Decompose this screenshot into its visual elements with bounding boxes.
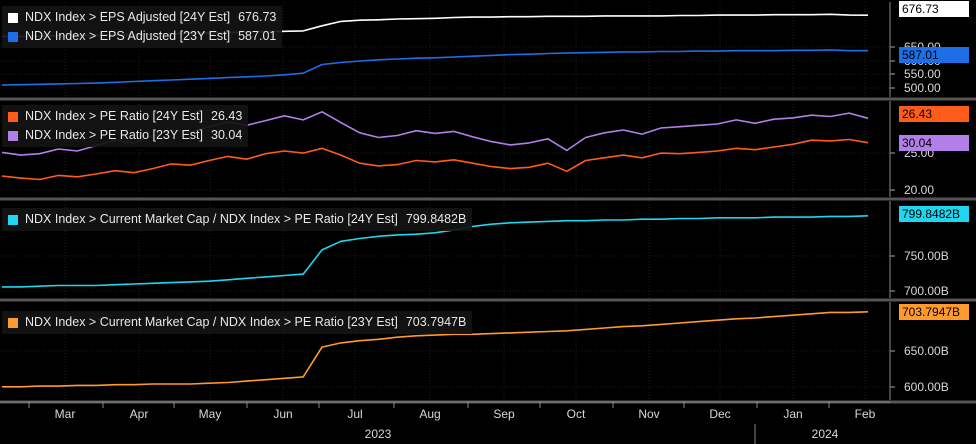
legend-swatch xyxy=(8,31,18,42)
legend-entry[interactable]: NDX Index > Current Market Cap / NDX Ind… xyxy=(8,313,466,332)
x-month-label: May xyxy=(199,407,222,421)
legend-value: 676.73 xyxy=(238,10,277,24)
legend-value: 799.8482B xyxy=(405,212,467,226)
y-tick-label: 600.00B xyxy=(904,380,949,394)
legend-entry[interactable]: NDX Index > PE Ratio [23Y Est] 30.04 xyxy=(8,126,242,145)
legend-entry[interactable]: NDX Index > Current Market Cap / NDX Ind… xyxy=(8,210,466,229)
legend-label: NDX Index > PE Ratio [23Y Est] xyxy=(25,128,203,142)
x-year-label: 2024 xyxy=(812,427,839,441)
x-month-label: Jun xyxy=(273,407,292,421)
series-line xyxy=(2,215,869,288)
x-axis: Mar Apr May Jun Jul Aug Sep Oct Nov Dec Jan Feb 2023… xyxy=(0,401,890,444)
legend-label: NDX Index > Current Market Cap / NDX Ind… xyxy=(25,212,398,226)
legend-swatch xyxy=(8,12,18,23)
x-month-label: Jan xyxy=(783,407,802,421)
legend-entry[interactable]: NDX Index > EPS Adjusted [23Y Est] 587.01 xyxy=(8,27,276,46)
legend-value: 30.04 xyxy=(211,128,243,142)
legend-value: 26.43 xyxy=(211,109,243,123)
last-value-tag: 30.04 xyxy=(899,135,969,151)
panel-backgrounds xyxy=(0,2,976,404)
x-month-label: Oct xyxy=(567,407,586,421)
y-axis-labels: 650.00600.00550.00500.0025.0020.00750.00… xyxy=(889,2,949,400)
series-line xyxy=(1,49,868,86)
x-month-label: Feb xyxy=(855,407,876,421)
y-tick-label: 550.00 xyxy=(904,67,941,81)
legend-label: NDX Index > PE Ratio [24Y Est] xyxy=(25,109,203,123)
last-value-tag: 799.8482B xyxy=(899,206,969,222)
last-value-tag: 703.7947B xyxy=(899,304,969,320)
last-value-tag: 587.01 xyxy=(899,47,969,63)
x-month-label: Dec xyxy=(709,407,730,421)
legend-box: NDX Index > PE Ratio [24Y Est] 26.43 NDX I… xyxy=(2,105,249,147)
legend-box: NDX Index > Current Market Cap / NDX Ind… xyxy=(2,208,473,231)
series-line xyxy=(2,311,869,388)
legend-swatch xyxy=(8,130,18,141)
x-month-label: Jul xyxy=(347,407,362,421)
y-tick-label: 750.00B xyxy=(904,249,949,263)
legend-label: NDX Index > EPS Adjusted [23Y Est] xyxy=(25,29,231,43)
legend-entry[interactable]: NDX Index > EPS Adjusted [24Y Est] 676.73 xyxy=(8,8,276,27)
x-month-label: Apr xyxy=(130,407,149,421)
y-tick-label: 700.00B xyxy=(904,284,949,298)
legend-swatch xyxy=(8,317,18,328)
legend-value: 587.01 xyxy=(238,29,277,43)
legend-value: 703.7947B xyxy=(405,315,467,329)
legend-label: NDX Index > Current Market Cap / NDX Ind… xyxy=(25,315,398,329)
last-value-tag: 676.73 xyxy=(899,1,969,17)
legend-swatch xyxy=(8,111,18,122)
x-month-label: Nov xyxy=(638,407,659,421)
legend-box: NDX Index > Current Market Cap / NDX Ind… xyxy=(2,311,473,334)
last-value-tag: 26.43 xyxy=(899,106,969,122)
legend-box: NDX Index > EPS Adjusted [24Y Est] 676.73… xyxy=(2,6,283,48)
x-month-label: Sep xyxy=(493,407,515,421)
legend-label: NDX Index > EPS Adjusted [24Y Est] xyxy=(25,10,231,24)
legend-swatch xyxy=(8,214,18,225)
x-month-label: Aug xyxy=(419,407,440,421)
y-tick-label: 500.00 xyxy=(904,81,941,95)
legend-entry[interactable]: NDX Index > PE Ratio [24Y Est] 26.43 xyxy=(8,107,242,126)
y-tick-label: 650.00B xyxy=(904,344,949,358)
y-tick-label: 20.00 xyxy=(904,183,934,197)
x-month-label: Mar xyxy=(55,407,76,421)
x-year-label: 2023 xyxy=(365,427,392,441)
series-line xyxy=(1,138,869,181)
